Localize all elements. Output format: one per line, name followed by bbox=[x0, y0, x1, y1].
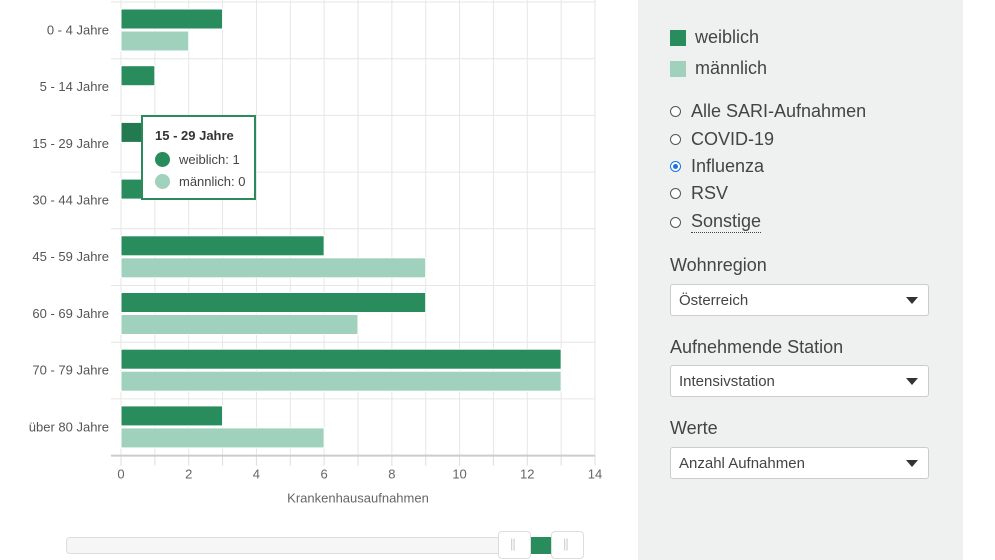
y-tick-label: 0 - 4 Jahre bbox=[47, 22, 109, 37]
y-tick-label: 30 - 44 Jahre bbox=[32, 192, 109, 207]
range-slider-handle-left[interactable] bbox=[498, 531, 531, 559]
bar-maennlich bbox=[120, 30, 190, 52]
bar-weiblich bbox=[120, 292, 427, 313]
tooltip-title: 15 - 29 Jahre bbox=[155, 128, 234, 143]
station-select[interactable]: Intensivstation bbox=[670, 365, 929, 397]
radio-checked-icon bbox=[670, 161, 681, 172]
y-tick-label: 15 - 29 Jahre bbox=[32, 136, 109, 151]
x-tick-label: 6 bbox=[321, 467, 328, 482]
radio-rsv[interactable]: RSV bbox=[670, 183, 728, 204]
radio-circle-icon bbox=[670, 216, 681, 228]
x-tick-label: 2 bbox=[185, 467, 192, 482]
chart-tooltip: 15 - 29 Jahre weiblich: 1 männlich: 0 bbox=[141, 115, 256, 200]
y-tick-label: 70 - 79 Jahre bbox=[32, 363, 109, 378]
x-tick-label: 8 bbox=[388, 467, 395, 482]
x-tick-label: 14 bbox=[588, 467, 602, 482]
radio-alle[interactable]: Alle SARI-Aufnahmen bbox=[670, 101, 866, 122]
radio-label: Influenza bbox=[691, 156, 765, 176]
werte-label: Werte bbox=[670, 418, 718, 438]
y-tick-label: 5 - 14 Jahre bbox=[40, 79, 109, 94]
weiblich-dot-icon bbox=[155, 152, 170, 167]
radio-influenza[interactable]: Influenza bbox=[670, 156, 764, 177]
legend-label: männlich bbox=[695, 58, 768, 78]
caret-down-icon bbox=[906, 378, 918, 385]
radio-circle-icon bbox=[670, 188, 681, 199]
tooltip-row: weiblich: 1 bbox=[179, 152, 240, 167]
caret-down-icon bbox=[906, 297, 918, 304]
legend-label: weiblich bbox=[695, 27, 760, 47]
radio-label: Sonstige bbox=[691, 211, 762, 233]
legend-weiblich[interactable]: weiblich bbox=[670, 27, 759, 48]
bar-maennlich bbox=[120, 370, 562, 392]
werte-value: Anzahl Aufnahmen bbox=[679, 455, 805, 472]
y-tick-label: 60 - 69 Jahre bbox=[32, 306, 109, 321]
region-select[interactable]: Österreich bbox=[670, 284, 929, 316]
radio-covid[interactable]: COVID-19 bbox=[670, 129, 774, 150]
region-label: Wohnregion bbox=[670, 255, 767, 275]
bar-maennlich bbox=[120, 427, 325, 449]
y-tick-label: 45 - 59 Jahre bbox=[32, 249, 109, 264]
station-value: Intensivstation bbox=[679, 373, 775, 390]
bar-chart: 0 - 4 Jahre 5 - 14 Jahre 15 - 29 Jahre 30 -… bbox=[29, 0, 602, 506]
radio-label: Alle SARI-Aufnahmen bbox=[691, 101, 867, 121]
bar-weiblich bbox=[120, 405, 224, 427]
x-tick-label: 4 bbox=[253, 467, 260, 482]
legend-maennlich[interactable]: männlich bbox=[670, 58, 767, 79]
radio-circle-icon bbox=[670, 134, 681, 145]
control-panel: weiblich männlich Alle SARI-Aufnahmen CO… bbox=[638, 0, 963, 560]
caret-down-icon bbox=[906, 460, 918, 467]
radio-label: RSV bbox=[691, 183, 729, 203]
bar-weiblich bbox=[120, 8, 224, 30]
bar-maennlich bbox=[120, 314, 359, 335]
radio-sonstige[interactable]: Sonstige bbox=[670, 211, 762, 233]
maennlich-swatch-icon bbox=[670, 60, 686, 77]
bar-maennlich bbox=[120, 257, 427, 279]
bar-weiblich bbox=[120, 65, 156, 87]
range-slider-handle-right[interactable] bbox=[551, 531, 584, 559]
tooltip-row: männlich: 0 bbox=[179, 174, 246, 189]
bar-weiblich bbox=[120, 235, 325, 257]
bar-weiblich bbox=[120, 348, 562, 370]
radio-label: COVID-19 bbox=[691, 129, 775, 149]
range-slider-selection[interactable] bbox=[531, 537, 551, 554]
weiblich-swatch-icon bbox=[670, 29, 686, 46]
region-value: Österreich bbox=[679, 292, 749, 309]
werte-select[interactable]: Anzahl Aufnahmen bbox=[670, 447, 929, 479]
x-axis-title: Krankenhausaufnahmen bbox=[287, 491, 429, 506]
station-label: Aufnehmende Station bbox=[670, 337, 844, 357]
x-tick-label: 10 bbox=[452, 467, 466, 482]
maennlich-dot-icon bbox=[155, 174, 170, 189]
x-tick-label: 12 bbox=[520, 467, 534, 482]
x-tick-label: 0 bbox=[117, 467, 124, 482]
y-tick-label: über 80 Jahre bbox=[29, 419, 109, 434]
radio-circle-icon bbox=[670, 106, 681, 117]
